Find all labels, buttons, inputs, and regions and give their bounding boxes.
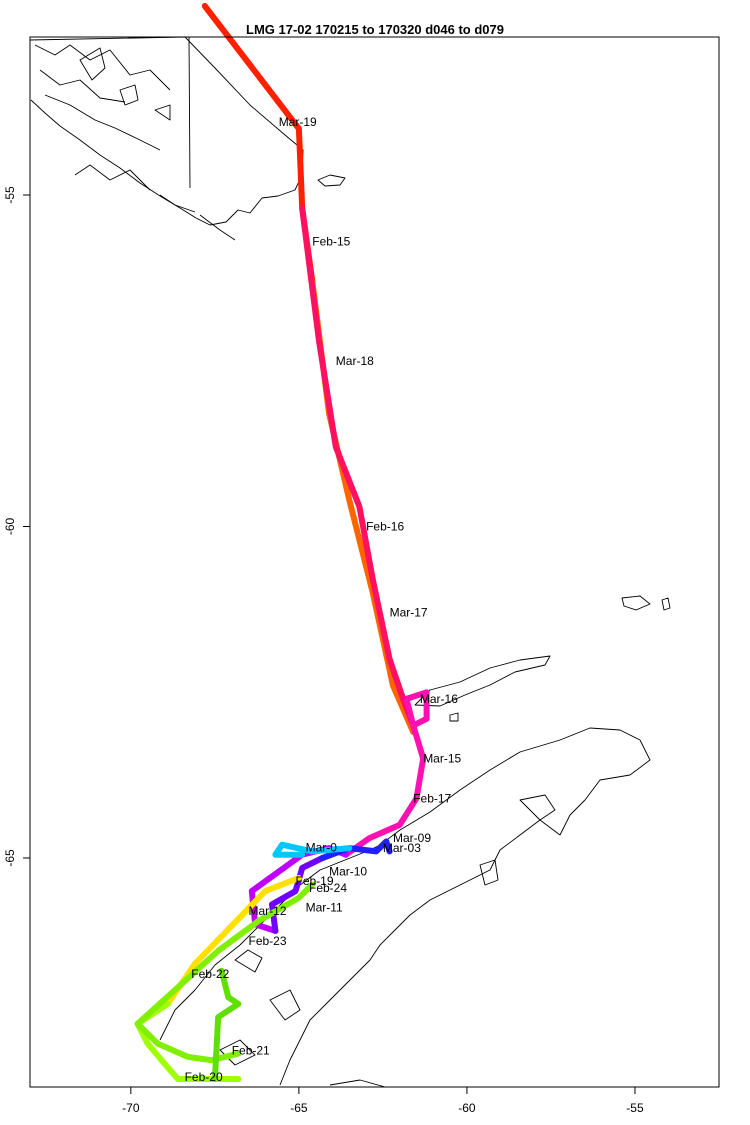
date-label: Mar-09 bbox=[393, 831, 431, 845]
coastline-elephant-island bbox=[449, 712, 459, 722]
date-labels: Mar-19 Feb-15 Mar-18 Feb-16 Mar-17 Mar-16 Mar-… bbox=[185, 115, 462, 1084]
date-label: Mar-10 bbox=[329, 864, 367, 878]
date-label: Feb-20 bbox=[185, 1070, 223, 1084]
axes: -70 -65 -60 -55 -55 -60 -65 bbox=[3, 186, 644, 1115]
y-tick-label: -65 bbox=[3, 849, 17, 867]
coastline-antarctic-peninsula bbox=[279, 727, 651, 1086]
track-segment bbox=[201, 3, 316, 285]
date-label: Mar-11 bbox=[306, 901, 343, 915]
x-tick-label: -60 bbox=[458, 1101, 476, 1115]
date-label: Feb-19 bbox=[296, 874, 334, 888]
track-segment bbox=[342, 689, 430, 858]
coastline-tierra-del-fuego bbox=[29, 36, 304, 226]
plot-frame bbox=[29, 36, 720, 1088]
date-label: Mar-0 bbox=[306, 840, 338, 854]
coastline-islands-north bbox=[34, 44, 236, 241]
date-label: Mar-15 bbox=[423, 752, 461, 766]
date-label: Feb-21 bbox=[232, 1043, 270, 1057]
y-tick-label: -55 bbox=[3, 186, 17, 204]
date-label: Mar-17 bbox=[390, 606, 428, 620]
x-tick-label: -55 bbox=[626, 1101, 644, 1115]
date-label: Mar-16 bbox=[420, 692, 458, 706]
x-tick-label: -70 bbox=[122, 1101, 140, 1115]
track-segment bbox=[309, 278, 417, 735]
coastline-south-shetlands bbox=[414, 655, 551, 707]
date-label: Mar-03 bbox=[383, 841, 421, 855]
date-label: Feb-22 bbox=[191, 967, 229, 981]
coastline-islands-south bbox=[219, 794, 556, 1088]
date-label: Feb-24 bbox=[309, 881, 347, 895]
date-label: Mar-12 bbox=[249, 904, 287, 918]
coastline-lakes bbox=[79, 47, 171, 121]
date-label: Feb-23 bbox=[249, 934, 287, 948]
x-tick-label: -65 bbox=[290, 1101, 308, 1115]
ship-track bbox=[134, 3, 430, 1082]
date-label: Feb-15 bbox=[312, 234, 350, 248]
date-label: Mar-18 bbox=[336, 354, 374, 368]
y-tick-label: -60 bbox=[3, 518, 17, 536]
date-label: Feb-16 bbox=[366, 520, 404, 534]
date-label: Mar-19 bbox=[279, 115, 317, 129]
track-segment bbox=[211, 967, 242, 1082]
border-line bbox=[188, 36, 191, 189]
date-label: Feb-17 bbox=[413, 791, 451, 805]
track-segment bbox=[134, 881, 316, 1064]
map-title: LMG 17-02 170215 to 170320 d046 to d079 bbox=[246, 22, 504, 37]
track-segment bbox=[272, 841, 353, 858]
coastline bbox=[29, 36, 671, 1088]
coastline-east-island bbox=[621, 595, 671, 611]
coastline-staten-island bbox=[317, 174, 346, 187]
track-segment bbox=[299, 205, 417, 729]
